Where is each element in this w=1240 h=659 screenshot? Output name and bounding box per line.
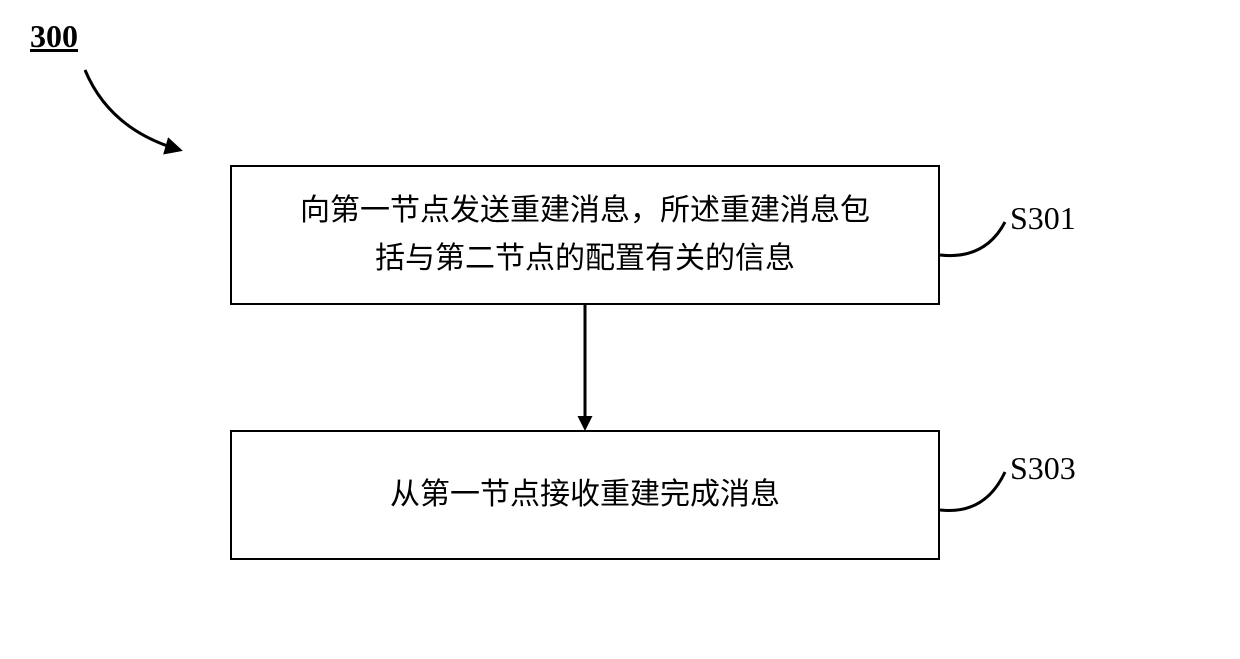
flow-arrow (0, 0, 1240, 659)
step-label-s301: S301 (1010, 200, 1076, 237)
flowchart-step-2-text: 从第一节点接收重建完成消息 (390, 471, 780, 519)
flowchart-step-2: 从第一节点接收重建完成消息 (230, 430, 940, 560)
connector-step-2 (0, 0, 1240, 659)
flowchart-step-1: 向第一节点发送重建消息，所述重建消息包括与第二节点的配置有关的信息 (230, 165, 940, 305)
figure-number: 300 (30, 18, 78, 55)
step-label-s303: S303 (1010, 450, 1076, 487)
connector-step-1 (0, 0, 1240, 659)
figure-pointer-arrow (0, 0, 1240, 659)
flowchart-step-1-text: 向第一节点发送重建消息，所述重建消息包括与第二节点的配置有关的信息 (300, 187, 870, 283)
